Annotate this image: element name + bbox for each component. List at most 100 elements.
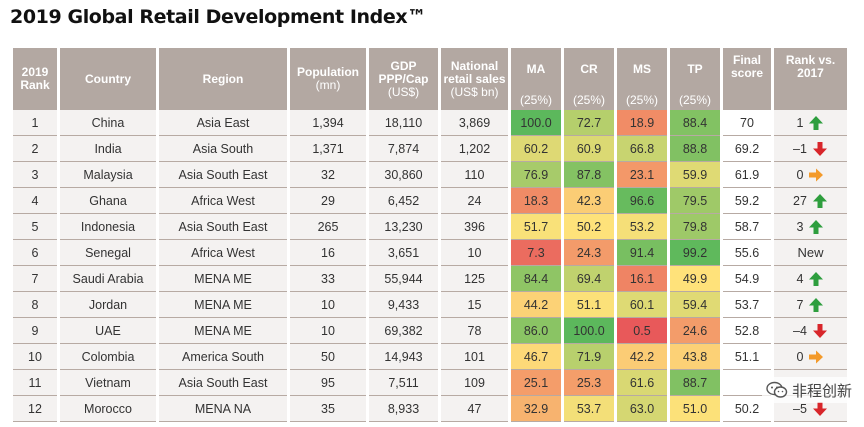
cell-rank-value: 7: [31, 271, 39, 286]
cell-gdp: 55,944: [369, 266, 438, 292]
cell-score-value: 50.2: [734, 401, 760, 416]
cell-rank: 4: [13, 188, 57, 214]
cell-region-value: America South: [182, 349, 264, 364]
cell-score: 59.2: [723, 188, 771, 214]
cell-region: Asia South East: [159, 370, 287, 396]
cell-country: Ghana: [60, 188, 156, 214]
cell-ms: 61.6: [617, 370, 667, 396]
table-row: 12 Morocco MENA NA 35 8,933 47 32.9 53.7 63.0 51.…: [13, 396, 847, 422]
cell-ma: 46.7: [511, 344, 561, 370]
cell-country-value: Malaysia: [83, 167, 133, 182]
cell-population: 50: [290, 344, 366, 370]
cell-ms-value: 61.6: [629, 375, 655, 390]
cell-population-value: 32: [321, 167, 335, 182]
cell-change-value: –4: [793, 323, 807, 338]
cell-score-value: 59.2: [734, 193, 760, 208]
cell-gdp-value: 14,943: [384, 349, 423, 364]
cell-tp: 88.8: [670, 136, 720, 162]
cell-tp-value: 51.0: [682, 401, 708, 416]
cell-score-value: 58.7: [734, 219, 760, 234]
cell-ma: 51.7: [511, 214, 561, 240]
cell-gdp-value: 3,651: [387, 245, 420, 260]
cell-rank-value: 10: [28, 349, 42, 364]
cell-sales: 396: [441, 214, 508, 240]
table-row: 9 UAE MENA ME 10 69,382 78 86.0 100.0 0.5 24.6 52.…: [13, 318, 847, 344]
cell-sales-value: 125: [464, 271, 485, 286]
table-row: 4 Ghana Africa West 29 6,452 24 18.3 42.3 96.6 79…: [13, 188, 847, 214]
cell-score-value: 55.6: [734, 245, 760, 260]
cell-ma-value: 32.9: [523, 401, 549, 416]
cell-country-value: Ghana: [89, 193, 127, 208]
cell-sales: 15: [441, 292, 508, 318]
cell-sales: 78: [441, 318, 508, 344]
cell-change-value: –5: [793, 401, 807, 416]
cell-cr-value: 42.3: [576, 193, 602, 208]
cell-ms-value: 0.5: [633, 323, 651, 338]
cell-region: MENA NA: [159, 396, 287, 422]
cell-score: 58.7: [723, 214, 771, 240]
table-row: 3 Malaysia Asia South East 32 30,860 110 76.9 8…: [13, 162, 847, 188]
cell-score-value: 53.7: [734, 297, 760, 312]
cell-tp-value: 99.2: [682, 245, 708, 260]
cell-ma-value: 44.2: [523, 297, 549, 312]
cell-gdp-value: 13,230: [384, 219, 423, 234]
cell-cr-value: 53.7: [576, 401, 602, 416]
cell-gdp-value: 18,110: [384, 115, 423, 130]
header-country: Country: [60, 48, 156, 110]
cell-gdp-value: 9,433: [387, 297, 420, 312]
cell-population-value: 29: [321, 193, 335, 208]
cell-population-value: 33: [321, 271, 335, 286]
cell-tp: 49.9: [670, 266, 720, 292]
cell-tp: 99.2: [670, 240, 720, 266]
cell-cr-value: 60.9: [576, 141, 602, 156]
header-ma: MA: [511, 48, 561, 90]
cell-tp-value: 24.6: [682, 323, 708, 338]
cell-score: 70: [723, 110, 771, 136]
cell-population: 35: [290, 396, 366, 422]
cell-sales-value: 47: [467, 401, 482, 416]
arrow-down-icon: [812, 323, 827, 338]
cell-cr-value: 72.7: [576, 115, 602, 130]
cell-country-value: Colombia: [81, 349, 135, 364]
cell-ms: 18.9: [617, 110, 667, 136]
cell-tp-value: 79.8: [682, 219, 708, 234]
cell-change-value: 0: [796, 167, 804, 182]
cell-ma-value: 100.0: [520, 115, 552, 130]
cell-region-value: Asia South East: [178, 167, 268, 182]
arrow-up-icon: [809, 219, 824, 234]
cell-region-value: Africa West: [191, 245, 255, 260]
cell-rank-value: 8: [31, 297, 39, 312]
cell-cr: 72.7: [564, 110, 614, 136]
header-ms: MS: [617, 48, 667, 90]
cell-rank-value: 4: [31, 193, 39, 208]
cell-ms: 0.5: [617, 318, 667, 344]
cell-ms: 96.6: [617, 188, 667, 214]
cell-ma-value: 84.4: [523, 271, 549, 286]
cell-rank: 2: [13, 136, 57, 162]
cell-country: Vietnam: [60, 370, 156, 396]
cell-sales: 3,869: [441, 110, 508, 136]
cell-tp: 88.7: [670, 370, 720, 396]
cell-sales: 101: [441, 344, 508, 370]
header-cr: CR: [564, 48, 614, 90]
cell-rank-value: 9: [31, 323, 39, 338]
arrow-right-icon: [809, 350, 824, 363]
cell-score-value: 61.9: [734, 167, 760, 182]
cell-sales-value: 10: [467, 245, 482, 260]
cell-rank-value: 12: [28, 401, 42, 416]
cell-gdp: 18,110: [369, 110, 438, 136]
cell-cr: 60.9: [564, 136, 614, 162]
table-row: 10 Colombia America South 50 14,943 101 46.7 71…: [13, 344, 847, 370]
cell-population-value: 10: [321, 297, 335, 312]
cell-ma-value: 86.0: [523, 323, 549, 338]
cell-score-value: 69.2: [734, 141, 760, 156]
cell-ms-value: 96.6: [629, 193, 655, 208]
cell-gdp-value: 7,511: [388, 375, 419, 390]
cell-rank-value: 11: [28, 375, 42, 390]
cell-gdp-value: 69,382: [384, 323, 423, 338]
cell-gdp-value: 30,860: [384, 167, 423, 182]
cell-population: 10: [290, 292, 366, 318]
cell-score: 51.1: [723, 344, 771, 370]
cell-region: Asia South: [159, 136, 287, 162]
cell-country-value: Vietnam: [85, 375, 131, 390]
